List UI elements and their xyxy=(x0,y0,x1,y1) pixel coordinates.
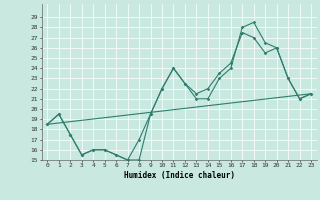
X-axis label: Humidex (Indice chaleur): Humidex (Indice chaleur) xyxy=(124,171,235,180)
